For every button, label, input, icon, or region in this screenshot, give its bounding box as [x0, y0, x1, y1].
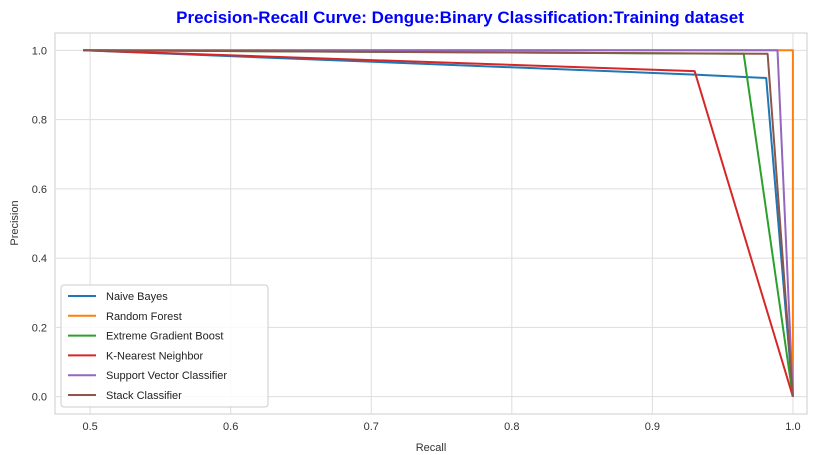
- legend-label: Extreme Gradient Boost: [106, 331, 223, 343]
- x-tick-label: 1.0: [785, 421, 800, 433]
- x-tick-label: 0.5: [82, 421, 97, 433]
- legend-box: [60, 284, 269, 408]
- y-tick-label: 0.4: [32, 253, 47, 265]
- y-tick-label: 0.0: [32, 392, 47, 404]
- legend-label: Support Vector Classifier: [106, 370, 227, 382]
- x-axis-ticks: 0.5 0.6 0.7 0.8 0.9 1.0: [82, 421, 800, 433]
- series-lines: [83, 49, 794, 397]
- x-tick-label: 0.7: [364, 421, 379, 433]
- y-tick-label: 0.6: [32, 184, 47, 196]
- y-tick-label: 0.2: [32, 322, 47, 334]
- y-tick-label: 1.0: [32, 45, 47, 57]
- y-axis-ticks: 0.0 0.2 0.4 0.6 0.8 1.0: [32, 45, 47, 403]
- series-line-4: [83, 49, 794, 397]
- legend-items: Naive Bayes Random Forest Extreme Gradient…: [68, 291, 227, 402]
- legend-label: Random Forest: [106, 311, 182, 323]
- x-axis-label: Recall: [416, 442, 447, 454]
- legend-label: K-Nearest Neighbor: [106, 350, 204, 362]
- chart-title: Precision-Recall Curve: Dengue:Binary Cl…: [176, 8, 744, 27]
- legend-label: Naive Bayes: [106, 291, 168, 303]
- legend-label: Stack Classifier: [106, 390, 182, 402]
- series-line-0: [83, 49, 794, 397]
- legend: Naive Bayes Random Forest Extreme Gradient…: [60, 284, 269, 408]
- x-tick-label: 0.9: [645, 421, 660, 433]
- x-tick-label: 0.8: [504, 421, 519, 433]
- series-line-3: [83, 49, 794, 397]
- y-tick-label: 0.8: [32, 115, 47, 127]
- x-tick-label: 0.6: [223, 421, 238, 433]
- series-line-5: [83, 49, 794, 397]
- y-axis-label: Precision: [9, 200, 21, 245]
